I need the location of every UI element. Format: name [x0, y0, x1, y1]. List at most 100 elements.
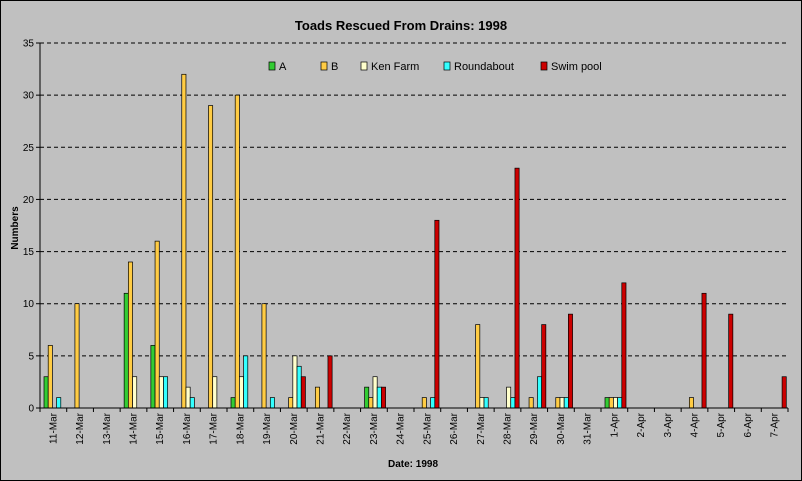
x-tick-label: 1-Apr	[609, 412, 620, 437]
x-axis-title: Date: 1998	[388, 459, 438, 470]
bar	[376, 386, 382, 409]
bar	[181, 73, 187, 409]
bar	[123, 292, 129, 409]
x-tick-label: 13-Mar	[102, 412, 113, 444]
bar	[327, 355, 333, 409]
bar	[47, 345, 53, 409]
legend-label: Ken Farm	[371, 61, 419, 73]
bar	[132, 376, 138, 409]
x-tick-label: 22-Mar	[342, 412, 353, 444]
bar	[154, 240, 160, 409]
bar	[239, 376, 244, 409]
plot-background	[40, 43, 788, 408]
bar	[688, 397, 694, 409]
x-tick-label: 25-Mar	[422, 412, 433, 444]
legend-swatch	[320, 61, 328, 71]
legend-swatch	[540, 61, 548, 71]
x-tick-label: 6-Apr	[743, 412, 754, 437]
bar	[483, 397, 489, 409]
bar	[127, 261, 133, 409]
x-tick-label: 26-Mar	[449, 412, 460, 444]
bar	[728, 313, 734, 409]
plot-area: 0 5 10 15 20 25 30 35 11-Mar 12-Mar 13-Mar 14-Mar 15…	[23, 39, 789, 445]
bar	[555, 397, 561, 409]
legend-label: Swim pool	[551, 61, 602, 73]
x-tick-label: 16-Mar	[182, 412, 193, 444]
bar	[506, 386, 512, 409]
bar	[430, 397, 436, 409]
x-tick-label: 27-Mar	[476, 412, 487, 444]
x-tick-label: 14-Mar	[129, 412, 140, 444]
bar	[288, 397, 294, 409]
bar	[781, 376, 787, 409]
bar	[269, 397, 275, 409]
x-tick-label: 28-Mar	[503, 412, 514, 444]
bar	[701, 292, 707, 409]
bar	[261, 303, 267, 409]
x-tick-label: 11-Mar	[48, 412, 59, 444]
bar	[528, 397, 534, 409]
bar	[189, 397, 195, 409]
bar	[296, 365, 302, 409]
x-tick-label: 15-Mar	[155, 412, 166, 444]
bar	[364, 386, 370, 409]
bar	[621, 282, 627, 409]
x-tick-label: 23-Mar	[369, 412, 380, 444]
bar	[74, 303, 80, 409]
bar	[185, 386, 191, 409]
bar	[212, 376, 218, 409]
x-tick-label: 19-Mar	[262, 412, 273, 444]
bar	[368, 397, 374, 409]
x-tick-label: 12-Mar	[75, 412, 86, 444]
legend-swatch	[268, 61, 276, 71]
bar	[243, 355, 249, 409]
y-axis-title: Numbers	[10, 206, 21, 250]
bar	[381, 386, 386, 409]
x-tick-label: 29-Mar	[529, 412, 540, 444]
y-tick-label: 20	[23, 195, 35, 206]
bar	[479, 397, 485, 409]
legend-label: A	[279, 61, 287, 73]
bar	[563, 397, 569, 409]
bar	[434, 219, 440, 409]
x-tick-label: 24-Mar	[396, 412, 407, 444]
legend-swatch	[443, 61, 451, 71]
bar	[314, 386, 320, 409]
bar	[559, 397, 565, 409]
bar	[150, 345, 156, 409]
bar	[514, 167, 520, 409]
y-tick-label: 35	[23, 39, 35, 50]
bar	[56, 397, 62, 409]
y-tick-label: 5	[28, 351, 34, 362]
legend-label: Roundabout	[454, 61, 514, 73]
x-tick-label: 3-Apr	[663, 412, 674, 437]
bar	[510, 397, 516, 409]
x-tick-label: 5-Apr	[716, 412, 727, 437]
x-tick-label: 31-Mar	[583, 412, 594, 444]
bar	[604, 397, 610, 409]
legend: A B Ken Farm Roundabout Swim pool	[268, 61, 602, 73]
x-tick-label: 30-Mar	[556, 412, 567, 444]
y-tick-label: 25	[23, 143, 35, 154]
bar	[43, 376, 49, 409]
x-tick-label: 2-Apr	[636, 412, 647, 437]
bar	[613, 397, 618, 409]
bar	[541, 324, 547, 409]
x-tick-label: 21-Mar	[316, 412, 327, 444]
bar	[163, 376, 169, 409]
x-tick-label: 18-Mar	[235, 412, 246, 444]
y-tick-label: 15	[23, 247, 35, 258]
bar	[421, 397, 427, 409]
x-tick-label: 20-Mar	[289, 412, 300, 444]
y-tick-label: 30	[23, 91, 35, 102]
x-tick-label: 4-Apr	[690, 412, 701, 437]
bar	[158, 376, 164, 409]
bar	[537, 376, 543, 409]
x-tick-label: 7-Apr	[770, 412, 781, 437]
chart-title: Toads Rescued From Drains: 1998	[295, 18, 507, 33]
bar	[475, 324, 481, 409]
legend-swatch	[360, 61, 368, 71]
bar	[608, 397, 614, 409]
